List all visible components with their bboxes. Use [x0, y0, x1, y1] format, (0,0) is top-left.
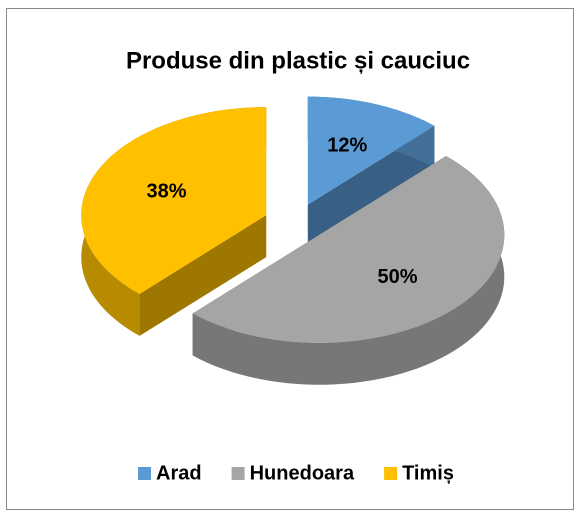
legend-swatch — [138, 467, 152, 480]
legend-swatch — [231, 467, 245, 480]
data-label: 38% — [146, 180, 186, 202]
data-label: 12% — [327, 135, 367, 157]
slice-top — [192, 156, 505, 343]
slice-top — [81, 107, 267, 294]
slice-side — [307, 125, 435, 247]
legend-label: Timiș — [402, 462, 454, 484]
legend-label: Arad — [156, 462, 202, 484]
slice-top — [307, 96, 435, 205]
slice — [81, 107, 267, 336]
data-label: 50% — [378, 266, 418, 288]
legend-label: Hunedoara — [250, 462, 355, 484]
slice-wall — [192, 156, 505, 385]
slice — [192, 156, 505, 385]
slice — [307, 96, 435, 247]
legend-swatch — [384, 467, 398, 480]
slice-side — [139, 215, 267, 336]
chart-title: Produse din plastic și cauciuc — [126, 47, 470, 74]
